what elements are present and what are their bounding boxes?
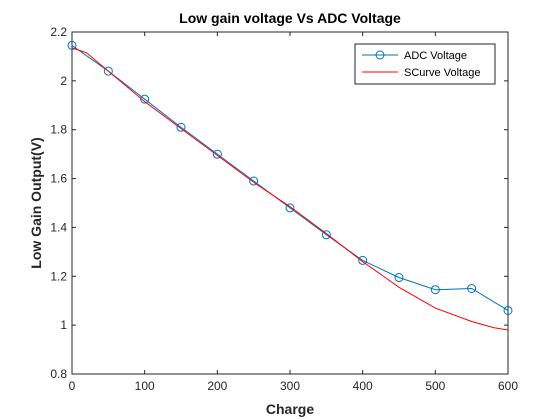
data-point <box>285 203 295 213</box>
data-point <box>67 40 77 50</box>
y-tick-label: 1.2 <box>50 269 67 283</box>
axis-ticks: 0 100 200 300 400 500 600 0.8 1 1.2 1.4 1.6 1.8 2 2.2 <box>50 25 518 393</box>
data-point <box>467 284 477 293</box>
legend: ADC Voltage SCurve Voltage <box>354 43 496 85</box>
y-tick-label: 1 <box>60 318 67 332</box>
data-point <box>321 230 331 240</box>
data-point <box>103 66 113 76</box>
chart-title: Low gain voltage Vs ADC Voltage <box>179 10 401 26</box>
x-tick-label: 100 <box>135 379 155 393</box>
series-line-0 <box>71 45 509 311</box>
x-axis-label: Charge <box>266 401 314 417</box>
x-tick-label: 0 <box>69 379 76 393</box>
y-tick-label: 0.8 <box>50 367 67 381</box>
legend-label-adc: ADC Voltage <box>404 50 467 62</box>
y-tick-label: 2.2 <box>50 25 67 39</box>
y-tick-label: 1.8 <box>50 123 67 137</box>
legend-box <box>354 43 496 85</box>
data-point <box>249 176 259 186</box>
y-tick-label: 2 <box>60 74 67 88</box>
data-point <box>430 285 440 295</box>
x-tick-label: 600 <box>498 379 518 393</box>
data-point <box>358 255 368 265</box>
legend-marker-adc <box>375 50 385 60</box>
series-line-1 <box>71 47 509 331</box>
x-tick-label: 500 <box>425 379 445 393</box>
plot-area <box>71 31 509 375</box>
data-point <box>140 94 150 104</box>
series-layer <box>67 40 513 331</box>
data-point <box>212 149 222 159</box>
x-tick-label: 200 <box>207 379 227 393</box>
data-point <box>503 305 513 315</box>
data-point <box>176 122 186 132</box>
y-axis-label: Low Gain Output(V) <box>28 137 44 268</box>
y-tick-label: 1.6 <box>50 172 67 186</box>
legend-label-scurve: SCurve Voltage <box>404 67 480 79</box>
x-tick-label: 300 <box>280 379 300 393</box>
data-point <box>394 273 404 283</box>
y-tick-label: 1.4 <box>50 220 67 234</box>
x-tick-label: 400 <box>353 379 373 393</box>
